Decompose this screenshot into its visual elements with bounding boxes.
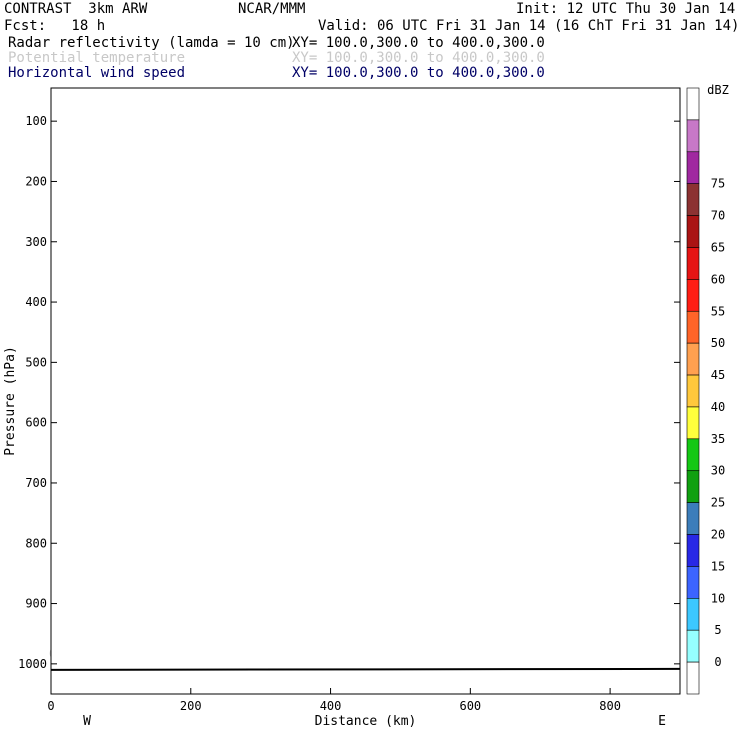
colorbar-segment: [686, 629, 700, 663]
colorbar-level: 55: [711, 304, 725, 318]
field-name-theta: Potential temperature: [8, 50, 186, 66]
y-tick-label: 100: [25, 114, 47, 128]
colorbar-level: 10: [711, 591, 725, 605]
colorbar-segment: [686, 566, 700, 599]
y-tick-label: 400: [25, 295, 47, 309]
colorbar-segment: [686, 119, 700, 153]
valid-time: Valid: 06 UTC Fri 31 Jan 14 (16 ChT Fri …: [318, 18, 740, 34]
y-tick-label: 200: [25, 174, 47, 188]
field-name-wind: Horizontal wind speed: [8, 65, 186, 81]
colorbar-level: 60: [711, 272, 725, 286]
field-xy-wind: XY= 100.0,300.0 to 400.0,300.0: [292, 65, 545, 81]
colorbar-segment: [686, 534, 700, 567]
colorbar-segment: [686, 502, 700, 535]
colorbar-level: 30: [711, 464, 725, 478]
x-end-label-east: E: [658, 714, 666, 729]
colorbar-segment: [686, 661, 700, 695]
x-tick-label: 0: [47, 699, 54, 713]
y-tick-label: 900: [25, 597, 47, 611]
colorbar-segment: [686, 438, 700, 472]
colorbar-level: 25: [711, 496, 725, 510]
colorbar-level: 35: [711, 432, 725, 446]
colorbar-level: 50: [711, 336, 725, 350]
colorbar-segment: [686, 406, 700, 440]
colorbar-segment: [686, 310, 700, 344]
ground-line: [50, 667, 681, 671]
colorbar-segment: [686, 279, 700, 312]
model-title: CONTRAST 3km ARW: [4, 1, 148, 17]
colorbar-level: 20: [711, 528, 725, 542]
field-xy-reflectivity: XY= 100.0,300.0 to 400.0,300.0: [292, 35, 545, 51]
colorbar-level: 15: [711, 559, 725, 573]
colorbar-level: 45: [711, 368, 725, 382]
y-tick-label: 500: [25, 355, 47, 369]
init-time: Init: 12 UTC Thu 30 Jan 14: [516, 1, 736, 17]
y-tick-label: 800: [25, 536, 47, 550]
colorbar-level: 40: [711, 400, 725, 414]
colorbar-segment: [686, 151, 700, 184]
x-end-label-west: W: [83, 714, 91, 729]
x-tick-label: 200: [180, 699, 202, 713]
x-tick-label: 600: [459, 699, 481, 713]
colorbar-level: 5: [714, 623, 721, 637]
colorbar-level: 70: [711, 209, 725, 223]
colorbar-segment: [686, 215, 700, 248]
colorbar-level: 0: [714, 655, 721, 669]
field-xy-theta: XY= 100.0,300.0 to 400.0,300.0: [292, 50, 545, 66]
colorbar-segment: [686, 183, 700, 216]
y-tick-label: 1000: [18, 657, 47, 671]
colorbar-segment: [686, 247, 700, 280]
colorbar-segment: [686, 598, 700, 631]
x-tick-label: 400: [320, 699, 342, 713]
y-tick-label: 600: [25, 416, 47, 430]
colorbar: dBZ 0 5 10 15 20 25 30 35 40 45 50 55 60 65 70 75: [686, 83, 729, 695]
colorbar-unit: dBZ: [707, 83, 729, 97]
x-tick-label: 800: [599, 699, 621, 713]
colorbar-segment: [686, 470, 700, 503]
plot-area: [51, 88, 680, 694]
plot-frame: [50, 87, 681, 695]
organization: NCAR/MMM: [238, 1, 306, 17]
y-tick-label: 700: [25, 476, 47, 490]
colorbar-level: 75: [711, 177, 725, 191]
y-tick-label: 300: [25, 235, 47, 249]
x-axis-label: Distance (km): [315, 714, 417, 729]
forecast-hour: Fcst: 18 h: [4, 18, 106, 34]
y-axis-label: Pressure (hPa): [3, 346, 18, 456]
axes: 100 200 300 400 500 600 700 800 900 1000 0 200 400 60…: [3, 87, 681, 729]
colorbar-segment: [686, 374, 700, 408]
colorbar-level: 65: [711, 240, 725, 254]
colorbar-segment: [686, 342, 700, 376]
colorbar-segment: [686, 87, 700, 121]
field-name-reflectivity: Radar reflectivity (lamda = 10 cm): [8, 35, 295, 51]
